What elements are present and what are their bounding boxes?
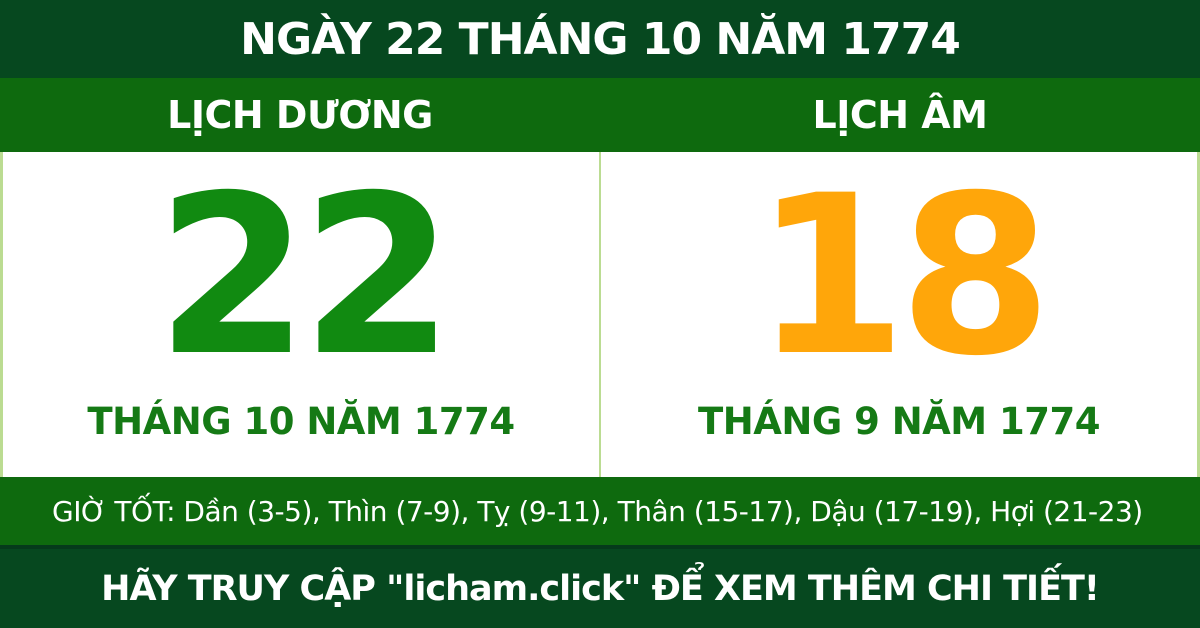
calendar-type-bar: LỊCH DƯƠNG LỊCH ÂM (0, 78, 1200, 152)
panel-divider (599, 152, 601, 477)
lunar-panel: 18 THÁNG 9 NĂM 1774 (601, 152, 1197, 477)
good-hours-bar: GIỜ TỐT: Dần (3-5), Thìn (7-9), Tỵ (9-11… (0, 477, 1200, 545)
footer-cta-bar: HÃY TRUY CẬP "licham.click" ĐỂ XEM THÊM … (0, 545, 1200, 628)
footer-cta-text: HÃY TRUY CẬP "licham.click" ĐỂ XEM THÊM … (101, 568, 1100, 609)
solar-panel: 22 THÁNG 10 NĂM 1774 (3, 152, 599, 477)
calendar-panels: 22 THÁNG 10 NĂM 1774 18 THÁNG 9 NĂM 1774 (0, 152, 1200, 477)
solar-day-number: 22 (155, 148, 454, 404)
header-date-bar: NGÀY 22 THÁNG 10 NĂM 1774 (0, 0, 1200, 78)
lunar-calendar-label: LỊCH ÂM (812, 93, 989, 137)
header-date-title: NGÀY 22 THÁNG 10 NĂM 1774 (240, 13, 961, 65)
solar-month-year: THÁNG 10 NĂM 1774 (87, 400, 515, 443)
lunar-month-year: THÁNG 9 NĂM 1774 (698, 400, 1100, 443)
lunar-day-number: 18 (753, 148, 1052, 404)
good-hours-text: GIỜ TỐT: Dần (3-5), Thìn (7-9), Tỵ (9-11… (52, 494, 1143, 528)
solar-calendar-label: LỊCH DƯƠNG (167, 93, 433, 137)
